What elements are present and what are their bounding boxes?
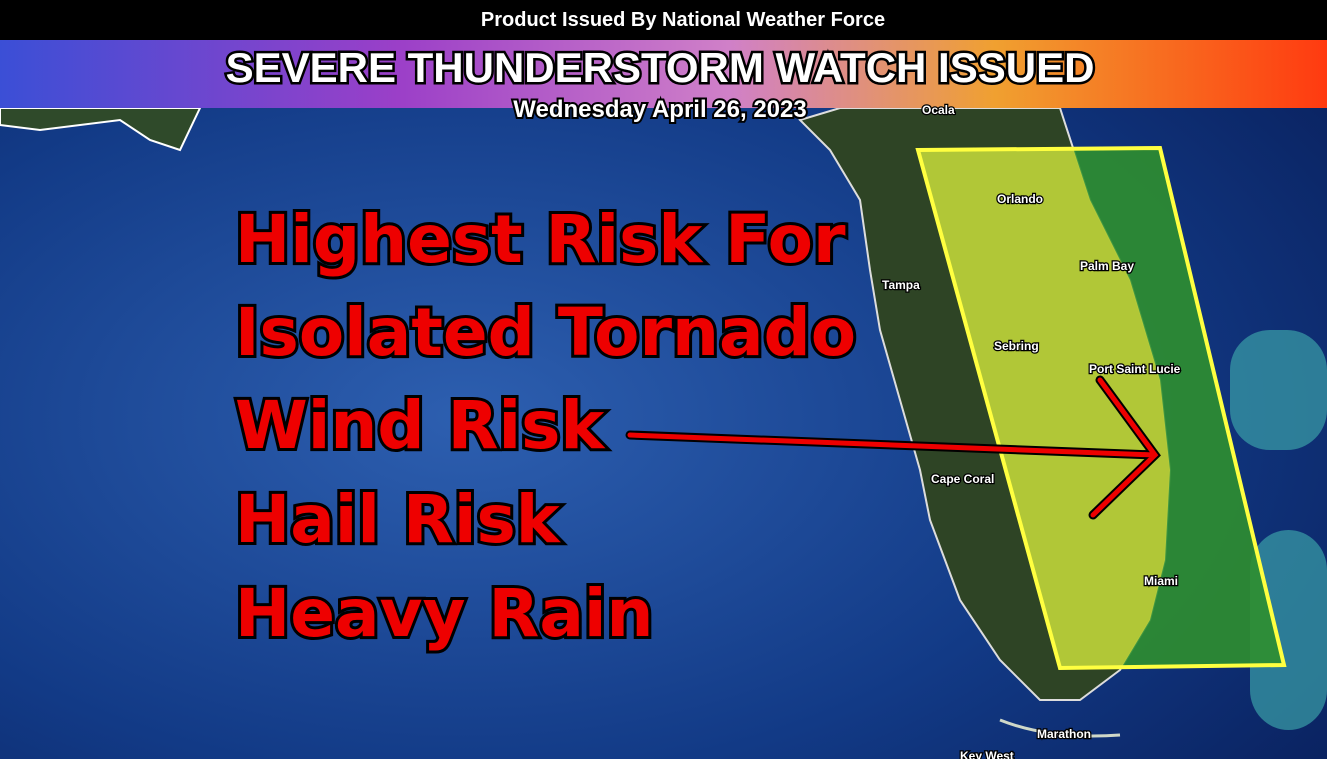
watch-border xyxy=(915,145,1287,671)
city-label: Marathon xyxy=(1037,727,1091,741)
watch-land xyxy=(918,148,1170,668)
arrow xyxy=(627,377,1159,518)
city-label: Key West xyxy=(960,749,1014,759)
city-label: Palm Bay xyxy=(1080,259,1134,273)
issuer: Product Issued By National Weather Force xyxy=(481,9,885,31)
city-label: Orlando xyxy=(997,192,1043,206)
risk-line: Heavy Rain xyxy=(235,575,654,652)
city-label: Cape Coral xyxy=(931,472,994,486)
title: SEVERE THUNDERSTORM WATCH ISSUED xyxy=(226,44,1095,91)
risk-line: Wind Risk xyxy=(235,387,606,464)
keys xyxy=(999,718,1121,738)
panhandle xyxy=(0,107,202,152)
bahamas xyxy=(1250,530,1327,730)
title-band xyxy=(0,40,1327,108)
city-label: Tampa xyxy=(882,278,920,292)
risk-line: Hail Risk xyxy=(235,481,562,558)
risk-line: Highest Risk For xyxy=(235,201,846,278)
bahamas xyxy=(1230,330,1327,450)
risk-line: Isolated Tornado xyxy=(235,294,856,371)
top-bar xyxy=(0,0,1327,40)
city-label: Miami xyxy=(1144,574,1178,588)
city-label: Ocala xyxy=(922,103,955,117)
city-label: Sebring xyxy=(994,339,1039,353)
city-label: Port Saint Lucie xyxy=(1089,362,1181,376)
date: Wednesday April 26, 2023 xyxy=(513,96,806,123)
